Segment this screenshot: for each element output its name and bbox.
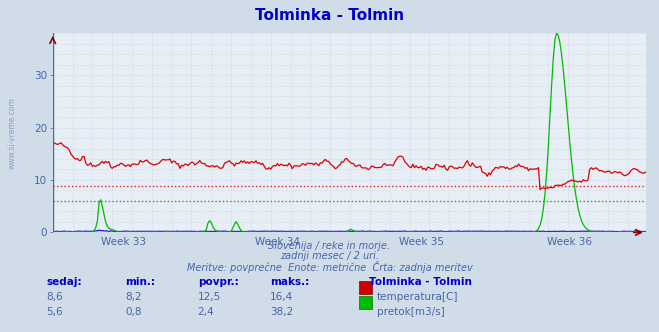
Text: min.:: min.:: [125, 277, 156, 287]
Text: 16,4: 16,4: [270, 292, 293, 302]
Text: Slovenija / reke in morje.: Slovenija / reke in morje.: [268, 241, 391, 251]
Text: 12,5: 12,5: [198, 292, 221, 302]
Text: povpr.:: povpr.:: [198, 277, 239, 287]
Text: www.si-vreme.com: www.si-vreme.com: [8, 97, 17, 169]
Text: pretok[m3/s]: pretok[m3/s]: [377, 307, 445, 317]
Text: 38,2: 38,2: [270, 307, 293, 317]
Text: 8,2: 8,2: [125, 292, 142, 302]
Text: maks.:: maks.:: [270, 277, 310, 287]
Text: Tolminka - Tolmin: Tolminka - Tolmin: [369, 277, 472, 287]
Text: Meritve: povprečne  Enote: metrične  Črta: zadnja meritev: Meritve: povprečne Enote: metrične Črta:…: [186, 261, 473, 273]
Text: 5,6: 5,6: [46, 307, 63, 317]
Text: temperatura[C]: temperatura[C]: [377, 292, 459, 302]
Text: zadnji mesec / 2 uri.: zadnji mesec / 2 uri.: [280, 251, 379, 261]
Text: 8,6: 8,6: [46, 292, 63, 302]
Text: 0,8: 0,8: [125, 307, 142, 317]
Text: 2,4: 2,4: [198, 307, 214, 317]
Text: Tolminka - Tolmin: Tolminka - Tolmin: [255, 8, 404, 23]
Text: sedaj:: sedaj:: [46, 277, 82, 287]
